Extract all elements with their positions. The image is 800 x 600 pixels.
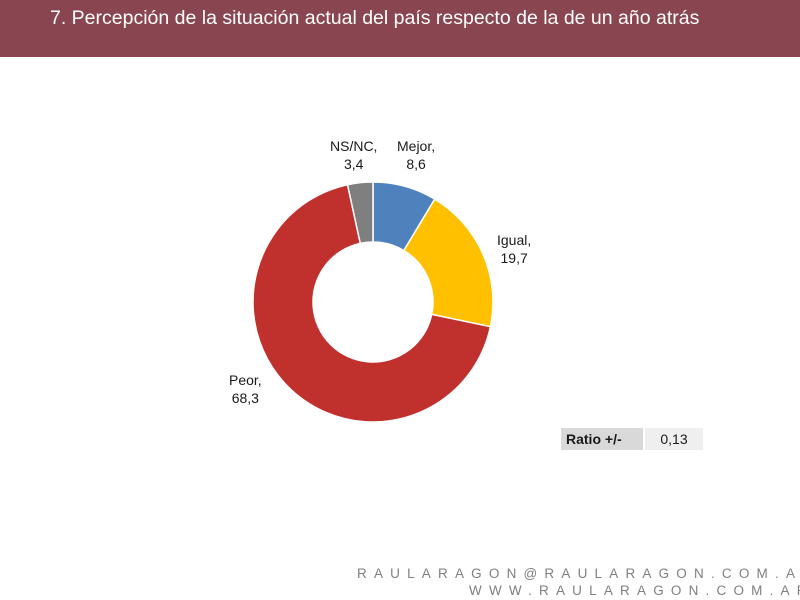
slice-label-igual: Igual, 19,7 <box>497 231 531 267</box>
slice-label-mejor: Mejor, 8,6 <box>397 137 435 173</box>
slice-label-nsnc: NS/NC, 3,4 <box>330 137 377 173</box>
page-title: 7. Percepción de la situación actual del… <box>50 7 700 29</box>
slice-label-mejor-value: 8,6 <box>406 156 426 172</box>
slice-igual <box>402 198 494 328</box>
header-bar: 7. Percepción de la situación actual del… <box>0 0 800 57</box>
slice-peor <box>252 183 492 423</box>
slice-label-igual-name: Igual, <box>497 232 532 248</box>
ratio-value: 0,13 <box>645 428 703 450</box>
slice-label-nsnc-value: 3,4 <box>343 156 364 172</box>
ratio-label: Ratio +/- <box>561 428 643 450</box>
slice-label-peor-name: Peor, <box>229 372 262 388</box>
slice-label-igual-value: 19,7 <box>500 250 528 266</box>
slice-label-nsnc-name: NS/NC, <box>330 138 378 154</box>
footer-web: WWW.RAULARAGON.COM.AR <box>469 583 800 598</box>
slice-label-mejor-name: Mejor, <box>397 138 436 154</box>
slice-label-peor-value: 68,3 <box>231 390 259 406</box>
ratio-box: Ratio +/- 0,13 <box>561 428 703 450</box>
slice-nsnc <box>346 181 374 245</box>
footer-email: RAULARAGON@RAULARAGON.COM.AR <box>357 566 800 581</box>
slice-label-peor: Peor, 68,3 <box>229 371 262 407</box>
